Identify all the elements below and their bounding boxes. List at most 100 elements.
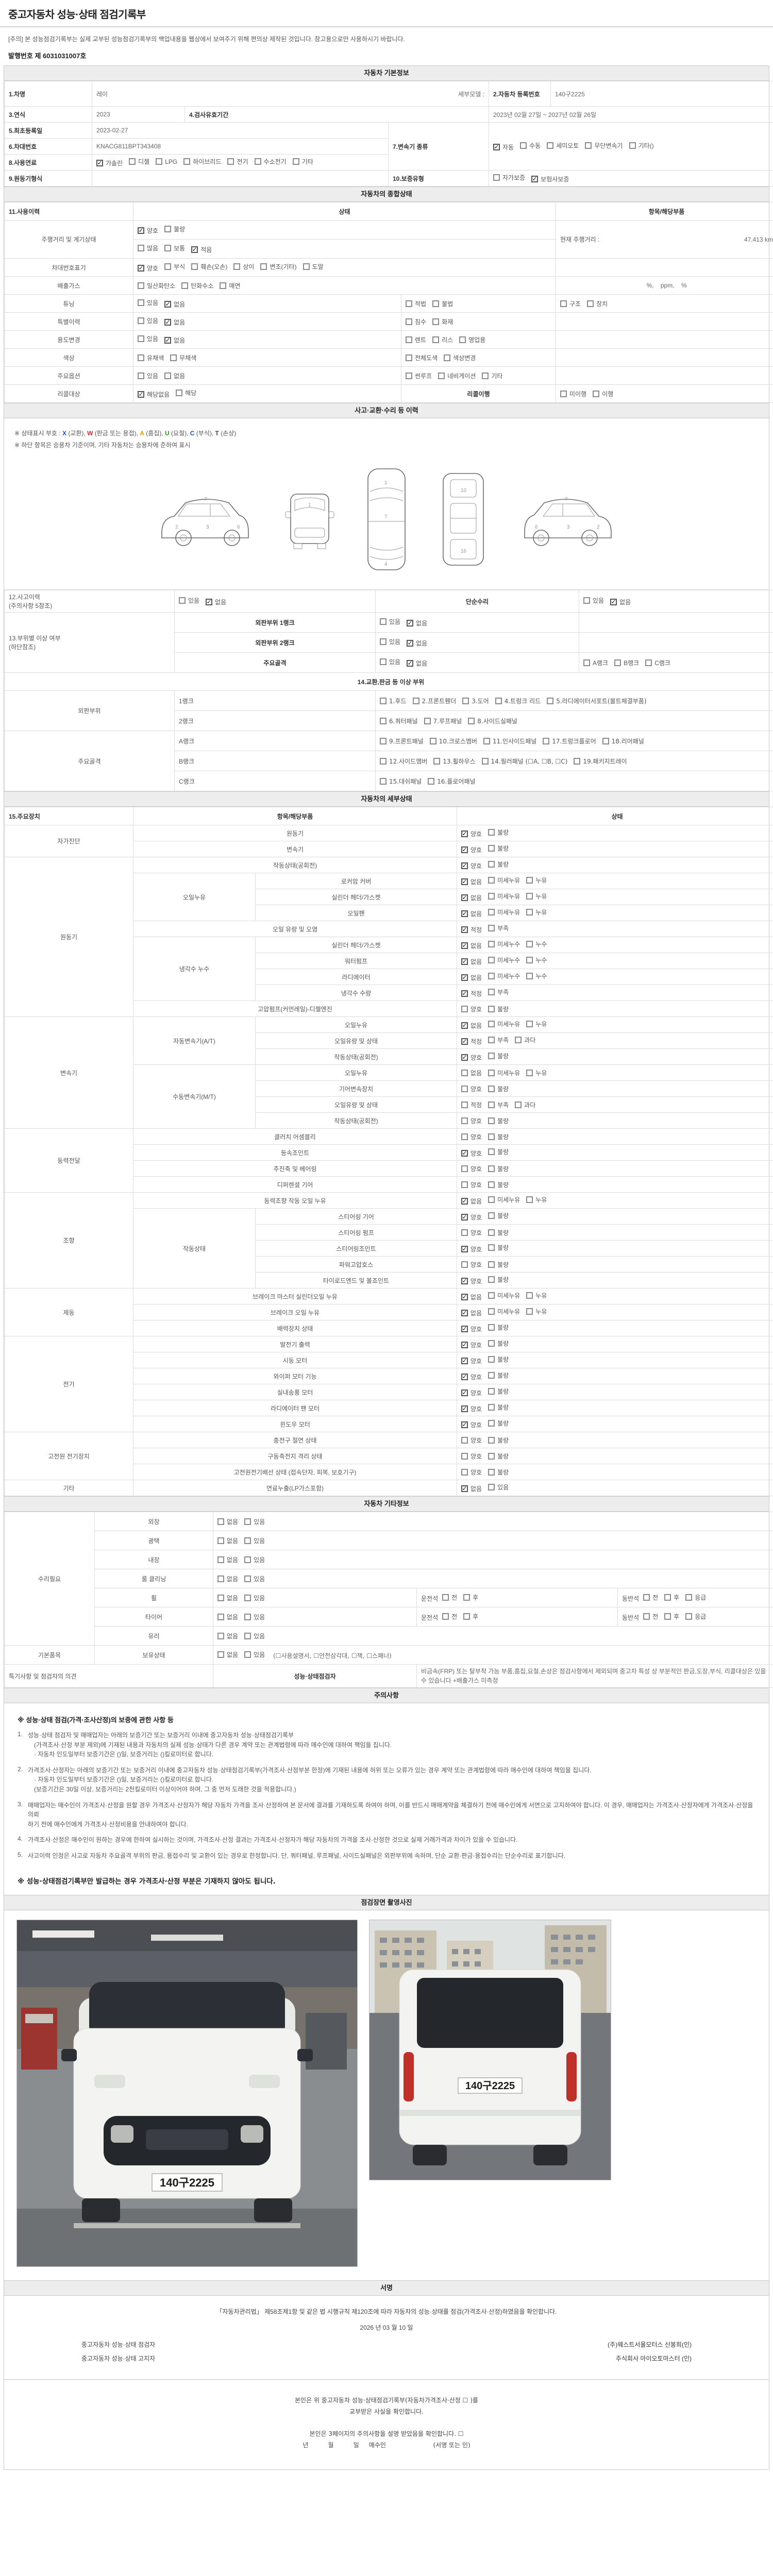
checkbox-unchecked[interactable]: A랭크 — [583, 658, 608, 667]
checkbox-unchecked[interactable]: 불량 — [488, 1164, 509, 1173]
checkbox-unchecked[interactable]: 양호 — [461, 1228, 482, 1237]
checkbox-checked[interactable]: ✓ 없음 — [461, 957, 482, 966]
checkbox-unchecked[interactable]: 불량 — [488, 1387, 509, 1396]
checkbox-unchecked[interactable]: 있음 — [179, 596, 199, 605]
checkbox-checked[interactable]: ✓ 없음 — [461, 1484, 482, 1493]
checkbox-unchecked[interactable]: 응급 — [685, 1593, 706, 1602]
checkbox-unchecked[interactable]: 있음 — [380, 617, 400, 626]
checkbox-checked[interactable]: ✓ 없음 — [461, 1309, 482, 1317]
checkbox-checked[interactable]: ✓ 양호 — [461, 1325, 482, 1333]
checkbox-checked[interactable]: ✓ 없음 — [164, 300, 185, 309]
checkbox-unchecked[interactable]: 18.리어패널 — [602, 737, 644, 745]
checkbox-checked[interactable]: ✓ 없음 — [461, 877, 482, 886]
checkbox-checked[interactable]: ✓ 없음 — [461, 973, 482, 982]
checkbox-unchecked[interactable]: 14.필러패널 (☐A, ☐B, ☐C) — [481, 757, 567, 766]
checkbox-unchecked[interactable]: 양호 — [461, 1132, 482, 1141]
checkbox-checked[interactable]: ✓ 없음 — [461, 909, 482, 918]
checkbox-unchecked[interactable]: 5.라디에이터서포트(볼트체결부품) — [547, 697, 647, 705]
checkbox-unchecked[interactable]: 기타 — [482, 371, 502, 380]
checkbox-unchecked[interactable]: 없음 — [217, 1632, 238, 1640]
checkbox-unchecked[interactable]: 부족 — [488, 988, 509, 996]
checkbox-unchecked[interactable]: 누유 — [526, 1020, 547, 1028]
checkbox-unchecked[interactable]: 세미오토 — [547, 141, 579, 150]
checkbox-checked[interactable]: ✓ 보험사보증 — [531, 175, 569, 183]
checkbox-unchecked[interactable]: 해당 — [176, 388, 196, 397]
checkbox-unchecked[interactable]: 자가보증 — [493, 173, 525, 182]
checkbox-unchecked[interactable]: 있음 — [138, 298, 158, 307]
checkbox-unchecked[interactable]: 불량 — [488, 860, 509, 869]
checkbox-unchecked[interactable]: 있음 — [244, 1517, 265, 1526]
checkbox-unchecked[interactable]: B랭크 — [614, 658, 639, 667]
checkbox-unchecked[interactable]: 없음 — [461, 1069, 482, 1077]
checkbox-unchecked[interactable]: 화재 — [432, 317, 453, 326]
checkbox-unchecked[interactable]: 상이 — [233, 262, 254, 271]
checkbox-unchecked[interactable]: 불량 — [488, 1211, 509, 1220]
checkbox-unchecked[interactable]: 불량 — [488, 1260, 509, 1269]
checkbox-unchecked[interactable]: 미세누유 — [488, 1069, 520, 1077]
checkbox-unchecked[interactable]: 유채색 — [138, 353, 164, 362]
checkbox-unchecked[interactable]: 불량 — [488, 1147, 509, 1156]
checkbox-unchecked[interactable]: 미세누수 — [488, 956, 520, 964]
checkbox-unchecked[interactable]: 디젤 — [129, 157, 149, 166]
checkbox-unchecked[interactable]: 응급 — [685, 1612, 706, 1621]
checkbox-checked[interactable]: ✓ 없음 — [206, 598, 226, 606]
checkbox-unchecked[interactable]: 많음 — [138, 244, 158, 252]
checkbox-unchecked[interactable]: 있음 — [380, 637, 400, 646]
checkbox-unchecked[interactable]: 불량 — [488, 844, 509, 853]
checkbox-unchecked[interactable]: 불량 — [488, 1180, 509, 1189]
checkbox-unchecked[interactable]: 양호 — [461, 1116, 482, 1125]
checkbox-unchecked[interactable]: 과다 — [515, 1100, 535, 1109]
checkbox-unchecked[interactable]: 불법 — [432, 299, 453, 308]
checkbox-unchecked[interactable]: 전 — [442, 1593, 457, 1602]
checkbox-checked[interactable]: ✓ 양호 — [461, 1213, 482, 1222]
checkbox-unchecked[interactable]: 11.인사이드패널 — [483, 737, 536, 745]
checkbox-unchecked[interactable]: 불량 — [488, 1243, 509, 1252]
checkbox-checked[interactable]: ✓ 양호 — [461, 1404, 482, 1413]
checkbox-unchecked[interactable]: 누유 — [526, 876, 547, 885]
checkbox-unchecked[interactable]: 리스 — [432, 335, 453, 344]
checkbox-unchecked[interactable]: 후 — [664, 1612, 679, 1621]
checkbox-checked[interactable]: ✓ 없음 — [407, 619, 427, 628]
checkbox-unchecked[interactable]: 부족 — [488, 1036, 509, 1044]
checkbox-unchecked[interactable]: 적법 — [406, 299, 426, 308]
checkbox-checked[interactable]: ✓ 없음 — [407, 659, 427, 668]
checkbox-unchecked[interactable]: 색상변경 — [444, 353, 476, 362]
checkbox-checked[interactable]: ✓ 없음 — [461, 1021, 482, 1030]
checkbox-unchecked[interactable]: 양호 — [461, 1164, 482, 1173]
checkbox-unchecked[interactable]: 전 — [442, 1612, 457, 1621]
checkbox-unchecked[interactable]: 있음 — [244, 1555, 265, 1564]
checkbox-unchecked[interactable]: 렌트 — [406, 335, 426, 344]
checkbox-unchecked[interactable]: 불량 — [488, 1084, 509, 1093]
checkbox-unchecked[interactable]: 없음 — [217, 1536, 238, 1545]
checkbox-unchecked[interactable]: 영업용 — [459, 335, 485, 344]
checkbox-unchecked[interactable]: 불량 — [488, 1275, 509, 1284]
checkbox-unchecked[interactable]: 양호 — [461, 1180, 482, 1189]
checkbox-checked[interactable]: ✓ 가솔린 — [96, 159, 123, 167]
checkbox-unchecked[interactable]: 있음 — [488, 1483, 509, 1492]
checkbox-unchecked[interactable]: 불량 — [488, 1116, 509, 1125]
checkbox-unchecked[interactable]: 누수 — [526, 972, 547, 980]
checkbox-checked[interactable]: ✓ 양호 — [461, 845, 482, 854]
checkbox-unchecked[interactable]: 8.사이드실패널 — [468, 717, 517, 725]
checkbox-unchecked[interactable]: 불량 — [488, 1339, 509, 1348]
checkbox-unchecked[interactable]: 매연 — [220, 281, 240, 290]
checkbox-unchecked[interactable]: 수동 — [520, 141, 541, 150]
checkbox-checked[interactable]: ✓ 양호 — [461, 1357, 482, 1365]
checkbox-unchecked[interactable]: 없음 — [217, 1574, 238, 1583]
checkbox-unchecked[interactable]: 무단변속기 — [585, 141, 623, 150]
checkbox-unchecked[interactable]: 6.쿼터패널 — [380, 717, 418, 725]
checkbox-unchecked[interactable]: 없음 — [217, 1555, 238, 1564]
checkbox-checked[interactable]: ✓ 양호 — [461, 1341, 482, 1349]
checkbox-unchecked[interactable]: 누유 — [526, 908, 547, 917]
checkbox-unchecked[interactable]: 3.도어 — [462, 697, 489, 705]
checkbox-unchecked[interactable]: 부식 — [164, 262, 185, 271]
checkbox-unchecked[interactable]: 후 — [463, 1612, 478, 1621]
checkbox-unchecked[interactable]: 양호 — [461, 1468, 482, 1477]
checkbox-unchecked[interactable]: 양호 — [461, 1452, 482, 1461]
checkbox-checked[interactable]: ✓ 없음 — [461, 893, 482, 902]
checkbox-unchecked[interactable]: 15.대쉬패널 — [380, 777, 422, 786]
checkbox-unchecked[interactable]: 없음 — [217, 1613, 238, 1621]
checkbox-unchecked[interactable]: 누수 — [526, 956, 547, 964]
checkbox-checked[interactable]: ✓ 적정 — [461, 925, 482, 934]
checkbox-unchecked[interactable]: 도말 — [303, 262, 324, 271]
